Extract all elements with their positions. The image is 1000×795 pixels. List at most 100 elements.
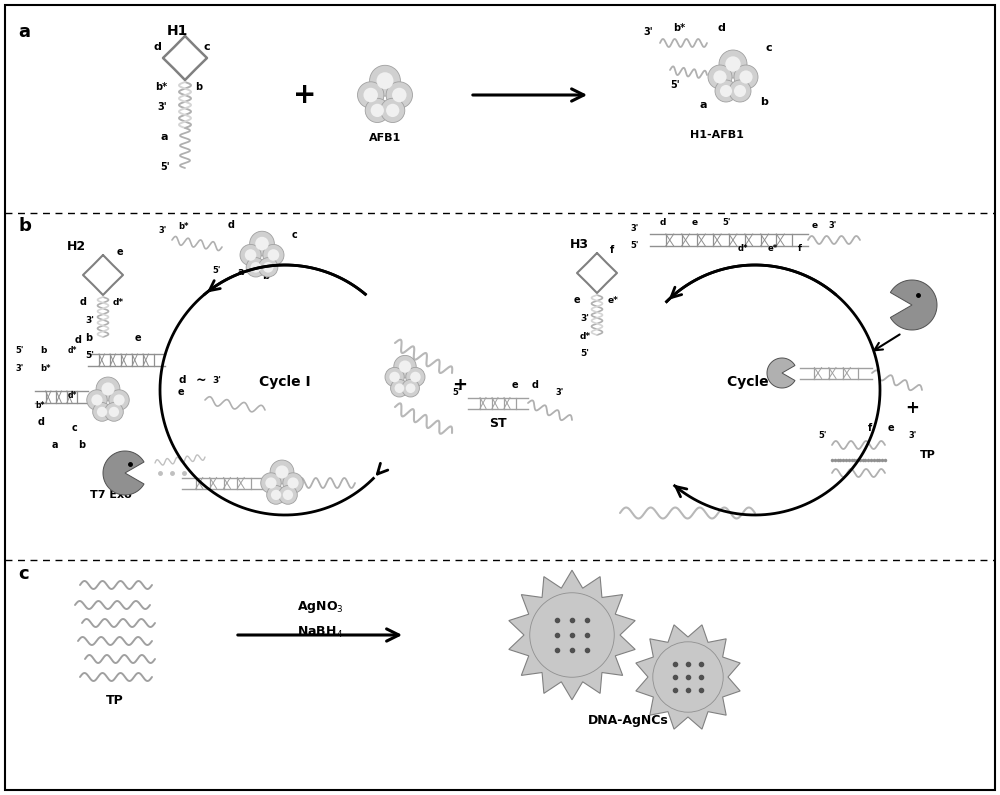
Text: 3': 3' xyxy=(212,376,221,385)
Text: 3': 3' xyxy=(908,431,916,440)
Circle shape xyxy=(283,490,293,500)
Text: e: e xyxy=(812,221,818,230)
Text: b*: b* xyxy=(673,23,685,33)
Text: b: b xyxy=(18,217,31,235)
Text: d*: d* xyxy=(738,244,748,253)
Text: d*: d* xyxy=(68,391,77,400)
Circle shape xyxy=(279,486,297,504)
Text: d: d xyxy=(660,218,666,227)
Circle shape xyxy=(406,383,415,393)
Text: 5': 5' xyxy=(160,162,170,172)
Circle shape xyxy=(386,103,399,117)
Text: e: e xyxy=(574,295,581,305)
Text: d*: d* xyxy=(113,298,124,307)
Circle shape xyxy=(363,87,378,103)
Text: H2: H2 xyxy=(67,240,86,253)
Text: TP: TP xyxy=(106,694,124,707)
Text: AFB1: AFB1 xyxy=(369,133,401,143)
Circle shape xyxy=(258,258,278,277)
Text: a: a xyxy=(52,440,59,450)
Text: e: e xyxy=(117,247,124,257)
Circle shape xyxy=(377,72,393,89)
Circle shape xyxy=(251,262,261,273)
Circle shape xyxy=(708,65,732,89)
Text: c: c xyxy=(203,42,210,52)
Circle shape xyxy=(653,642,723,712)
Circle shape xyxy=(385,367,404,386)
Text: e: e xyxy=(512,380,519,390)
Circle shape xyxy=(283,473,303,493)
Circle shape xyxy=(275,465,289,479)
Text: e: e xyxy=(888,423,895,433)
Text: e: e xyxy=(178,387,185,397)
Circle shape xyxy=(268,249,279,261)
Circle shape xyxy=(713,71,727,83)
Text: b: b xyxy=(195,82,202,92)
Text: H3: H3 xyxy=(570,238,589,251)
Text: d: d xyxy=(38,417,45,427)
Circle shape xyxy=(250,231,274,256)
Text: ~: ~ xyxy=(196,374,207,387)
Circle shape xyxy=(729,80,751,102)
Text: f: f xyxy=(868,423,872,433)
Polygon shape xyxy=(636,625,740,729)
Text: f: f xyxy=(610,245,614,255)
Text: c: c xyxy=(765,43,772,53)
Circle shape xyxy=(255,237,269,250)
Text: +: + xyxy=(452,376,468,394)
Circle shape xyxy=(381,99,405,122)
Circle shape xyxy=(392,87,407,103)
Polygon shape xyxy=(103,451,144,495)
Circle shape xyxy=(386,82,413,108)
Text: b*: b* xyxy=(155,82,167,92)
Circle shape xyxy=(287,477,299,489)
Text: d: d xyxy=(153,42,161,52)
Text: 3': 3' xyxy=(157,102,167,112)
Circle shape xyxy=(97,407,107,417)
Text: 5': 5' xyxy=(722,218,730,227)
Text: 3': 3' xyxy=(643,27,653,37)
Text: c: c xyxy=(292,230,298,240)
Text: Cycle II: Cycle II xyxy=(727,375,783,389)
Text: b: b xyxy=(85,333,92,343)
Text: TP: TP xyxy=(920,450,936,460)
Circle shape xyxy=(725,56,741,72)
Circle shape xyxy=(265,477,277,489)
Text: e*: e* xyxy=(608,296,619,305)
Circle shape xyxy=(270,460,294,484)
Text: NaBH$_4$: NaBH$_4$ xyxy=(297,625,343,640)
Text: AgNO$_3$: AgNO$_3$ xyxy=(297,599,343,615)
Circle shape xyxy=(263,244,284,266)
Circle shape xyxy=(734,85,746,97)
Circle shape xyxy=(530,593,614,677)
Circle shape xyxy=(719,50,747,78)
Circle shape xyxy=(739,71,753,83)
Text: 5': 5' xyxy=(85,351,94,360)
Circle shape xyxy=(720,85,732,97)
Circle shape xyxy=(271,490,281,500)
Circle shape xyxy=(399,360,411,373)
Text: 3': 3' xyxy=(828,221,836,230)
Text: d*: d* xyxy=(580,332,591,341)
Circle shape xyxy=(261,473,281,493)
Circle shape xyxy=(91,394,103,405)
Text: d: d xyxy=(717,23,725,33)
Circle shape xyxy=(406,367,425,386)
Circle shape xyxy=(394,355,416,378)
Circle shape xyxy=(240,244,261,266)
Text: +: + xyxy=(905,399,919,417)
Text: Cycle I: Cycle I xyxy=(259,375,311,389)
Text: 3': 3' xyxy=(580,314,589,323)
Circle shape xyxy=(395,383,404,393)
Circle shape xyxy=(246,258,266,277)
Text: b*: b* xyxy=(178,222,189,231)
Polygon shape xyxy=(767,358,795,388)
Text: d: d xyxy=(178,375,186,385)
Text: e: e xyxy=(135,333,142,343)
Text: 3': 3' xyxy=(15,364,23,373)
Text: H1: H1 xyxy=(166,24,188,38)
Text: 3': 3' xyxy=(85,316,94,325)
Text: 3': 3' xyxy=(555,388,563,397)
Circle shape xyxy=(402,379,419,397)
Text: b: b xyxy=(262,271,269,281)
